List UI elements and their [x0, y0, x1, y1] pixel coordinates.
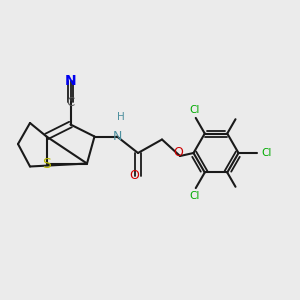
Text: Cl: Cl	[189, 191, 200, 202]
Text: O: O	[130, 169, 139, 182]
Text: O: O	[174, 146, 183, 159]
Text: Cl: Cl	[189, 104, 200, 115]
Text: S: S	[42, 157, 51, 170]
Text: N: N	[65, 74, 76, 88]
Text: H: H	[117, 112, 124, 122]
Text: C: C	[66, 95, 75, 109]
Text: Cl: Cl	[261, 148, 271, 158]
Text: N: N	[112, 130, 122, 143]
